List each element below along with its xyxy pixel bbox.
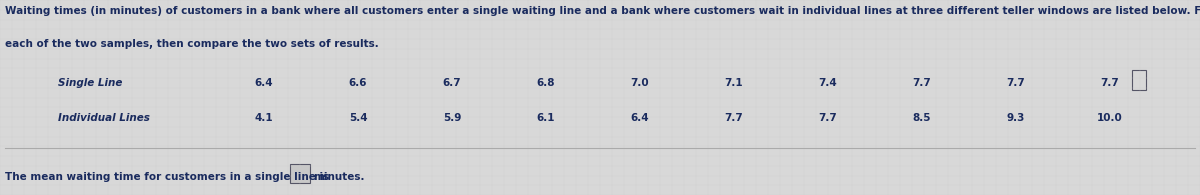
Text: 7.1: 7.1 — [725, 78, 743, 88]
Text: The mean waiting time for customers in a single line is: The mean waiting time for customers in a… — [5, 172, 329, 182]
Text: minutes.: minutes. — [313, 172, 365, 182]
Text: 6.1: 6.1 — [536, 113, 556, 123]
Text: 6.4: 6.4 — [254, 78, 274, 88]
Text: 9.3: 9.3 — [1007, 113, 1025, 123]
Text: Single Line: Single Line — [58, 78, 122, 88]
Text: 8.5: 8.5 — [913, 113, 931, 123]
Text: 7.7: 7.7 — [913, 78, 931, 88]
Text: Individual Lines: Individual Lines — [58, 113, 150, 123]
Text: 6.4: 6.4 — [631, 113, 649, 123]
Text: 7.7: 7.7 — [818, 113, 838, 123]
Text: 7.7: 7.7 — [1100, 78, 1120, 88]
Text: 10.0: 10.0 — [1097, 113, 1123, 123]
FancyBboxPatch shape — [290, 164, 310, 183]
Text: Waiting times (in minutes) of customers in a bank where all customers enter a si: Waiting times (in minutes) of customers … — [5, 6, 1200, 16]
Text: 4.1: 4.1 — [254, 113, 274, 123]
Text: each of the two samples, then compare the two sets of results.: each of the two samples, then compare th… — [5, 39, 378, 49]
Text: 7.4: 7.4 — [818, 78, 838, 88]
Text: 5.9: 5.9 — [443, 113, 461, 123]
Text: 5.4: 5.4 — [349, 113, 367, 123]
Text: 6.8: 6.8 — [536, 78, 556, 88]
Text: 6.6: 6.6 — [349, 78, 367, 88]
Text: 7.7: 7.7 — [1007, 78, 1025, 88]
Text: 7.7: 7.7 — [725, 113, 743, 123]
FancyBboxPatch shape — [1132, 70, 1146, 90]
Text: 7.0: 7.0 — [631, 78, 649, 88]
Text: 6.7: 6.7 — [443, 78, 461, 88]
